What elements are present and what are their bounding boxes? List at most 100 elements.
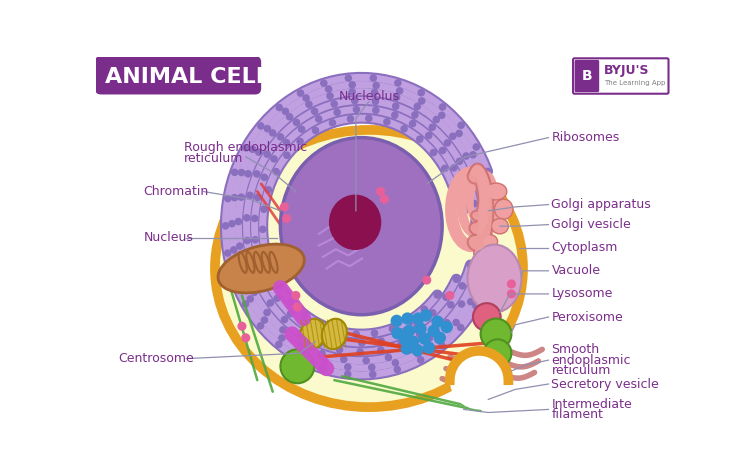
Circle shape: [448, 302, 454, 308]
Circle shape: [392, 360, 398, 366]
Circle shape: [242, 334, 250, 342]
Circle shape: [406, 317, 412, 324]
Circle shape: [261, 317, 268, 323]
Circle shape: [414, 323, 420, 329]
Ellipse shape: [482, 235, 497, 248]
Circle shape: [378, 338, 384, 344]
Circle shape: [468, 298, 474, 305]
Circle shape: [443, 294, 449, 300]
Circle shape: [244, 215, 250, 221]
Circle shape: [293, 119, 299, 125]
Circle shape: [231, 276, 238, 282]
Circle shape: [427, 335, 433, 341]
Circle shape: [298, 126, 304, 132]
Circle shape: [298, 341, 304, 347]
Circle shape: [238, 194, 244, 200]
Circle shape: [237, 243, 243, 249]
Circle shape: [279, 335, 285, 341]
Circle shape: [243, 145, 249, 151]
Text: Cytoplasm: Cytoplasm: [551, 241, 618, 254]
Circle shape: [244, 237, 250, 244]
Circle shape: [412, 312, 424, 325]
Text: Lysosome: Lysosome: [551, 288, 613, 300]
Circle shape: [473, 303, 501, 331]
Circle shape: [401, 312, 414, 325]
Circle shape: [319, 350, 325, 357]
Circle shape: [444, 140, 451, 146]
Circle shape: [326, 86, 332, 92]
Circle shape: [433, 318, 439, 324]
Circle shape: [225, 195, 231, 201]
Circle shape: [459, 283, 466, 289]
FancyBboxPatch shape: [573, 58, 668, 94]
Circle shape: [267, 300, 274, 306]
Circle shape: [298, 90, 304, 96]
Circle shape: [358, 340, 365, 346]
Circle shape: [237, 272, 243, 278]
Circle shape: [263, 277, 270, 283]
Circle shape: [238, 169, 244, 175]
Circle shape: [391, 315, 403, 327]
Circle shape: [373, 107, 379, 114]
Circle shape: [257, 323, 263, 329]
Circle shape: [303, 323, 309, 329]
Circle shape: [473, 144, 479, 150]
Circle shape: [478, 275, 484, 281]
Circle shape: [303, 95, 309, 101]
Ellipse shape: [215, 130, 523, 407]
Text: Vacuole: Vacuole: [551, 264, 601, 277]
Ellipse shape: [467, 245, 521, 312]
Circle shape: [350, 82, 355, 88]
Circle shape: [252, 215, 258, 221]
Circle shape: [371, 330, 377, 336]
Circle shape: [470, 152, 476, 158]
Circle shape: [353, 331, 359, 337]
Circle shape: [440, 321, 453, 333]
Circle shape: [276, 342, 282, 348]
Circle shape: [261, 174, 268, 180]
Circle shape: [430, 149, 436, 156]
Text: Rough endoplasmic: Rough endoplasmic: [184, 141, 308, 154]
Circle shape: [250, 146, 256, 152]
Circle shape: [320, 366, 326, 372]
Circle shape: [276, 105, 283, 111]
Circle shape: [384, 119, 390, 125]
Circle shape: [248, 296, 254, 302]
Text: Chromatin: Chromatin: [143, 185, 208, 198]
Text: Golgi vesicle: Golgi vesicle: [551, 218, 632, 231]
Circle shape: [302, 312, 307, 318]
Circle shape: [349, 89, 355, 95]
Text: reticulum: reticulum: [551, 364, 610, 377]
Circle shape: [313, 127, 319, 133]
Circle shape: [508, 280, 515, 288]
Circle shape: [464, 205, 470, 211]
Circle shape: [369, 364, 375, 370]
Text: ANIMAL CELL: ANIMAL CELL: [105, 67, 270, 87]
Circle shape: [394, 367, 400, 373]
Circle shape: [440, 148, 446, 154]
Circle shape: [283, 215, 290, 222]
Circle shape: [232, 169, 238, 175]
Circle shape: [435, 337, 441, 343]
Circle shape: [332, 101, 338, 107]
Circle shape: [403, 325, 416, 337]
Circle shape: [477, 256, 484, 263]
Ellipse shape: [494, 199, 513, 219]
Circle shape: [433, 116, 439, 123]
Circle shape: [481, 223, 488, 229]
Circle shape: [280, 327, 286, 333]
Circle shape: [334, 109, 340, 115]
Circle shape: [284, 140, 290, 146]
Text: Golgi apparatus: Golgi apparatus: [551, 198, 651, 211]
Circle shape: [231, 247, 237, 253]
Circle shape: [463, 153, 470, 159]
Circle shape: [248, 260, 254, 266]
Circle shape: [430, 310, 436, 316]
Circle shape: [419, 333, 430, 345]
Circle shape: [339, 338, 346, 344]
Circle shape: [450, 133, 456, 140]
Circle shape: [426, 132, 432, 139]
Circle shape: [415, 323, 427, 335]
Circle shape: [260, 226, 266, 232]
Circle shape: [256, 257, 262, 263]
